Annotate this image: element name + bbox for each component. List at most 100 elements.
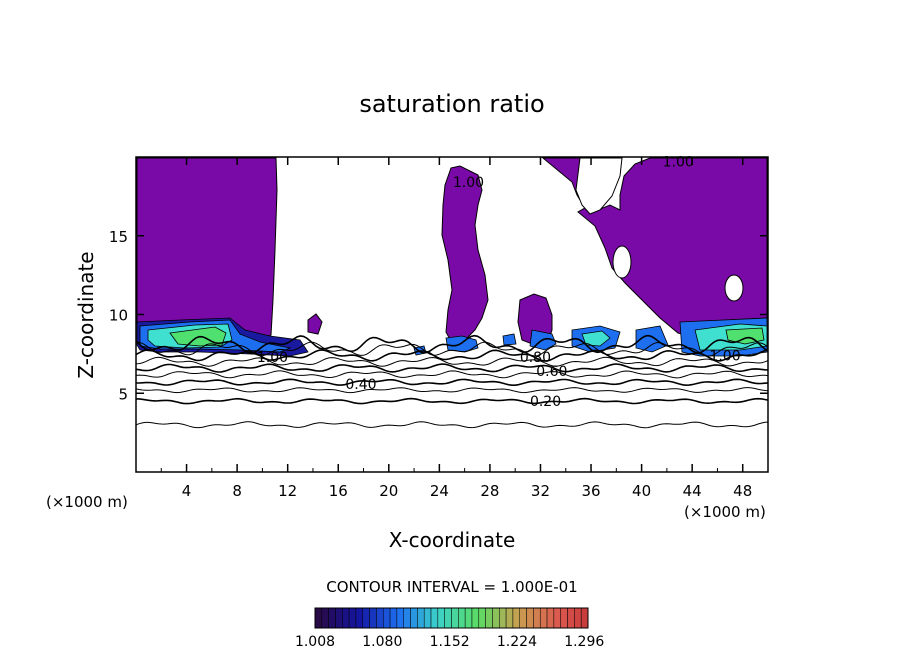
contour-label: 0.60 — [536, 364, 567, 380]
x-tick-label: 44 — [683, 482, 702, 500]
colorbar-swatch — [430, 607, 439, 629]
contour-label: 1.00 — [663, 155, 694, 171]
contour-0-10 — [135, 421, 769, 429]
colorbar-swatch — [539, 607, 548, 629]
colorbar-swatch — [458, 607, 466, 629]
contour-0-30 — [135, 387, 769, 394]
colorbar-swatch — [512, 607, 520, 629]
contour-labels: 1.00 0.800.60 0.40 0.20 1.00 1.00 1.00 — [257, 155, 741, 410]
colorbar-swatch — [423, 607, 432, 629]
patch-mid-1 — [445, 335, 479, 353]
patch-dot-2 — [502, 333, 517, 346]
colorbar-swatch — [574, 607, 582, 629]
colorbar-tick-label: 1.152 — [430, 634, 470, 650]
colorbar-swatch — [533, 607, 541, 629]
colorbar-tick-labels: 1.008 1.080 1.152 1.224 1.296 — [295, 634, 604, 650]
colorbar-swatch — [376, 607, 384, 629]
x-tick-label: 48 — [733, 482, 752, 500]
x-tick-label: 24 — [430, 482, 449, 500]
x-tick-label: 36 — [581, 482, 600, 500]
colorbar-swatch — [471, 607, 480, 629]
colorbar-swatch — [403, 607, 411, 629]
x-unit-left: (×1000 m) — [46, 493, 128, 511]
colorbar-swatch — [464, 607, 473, 629]
colorbar-swatch — [451, 607, 459, 629]
contour-label: 1.00 — [453, 175, 484, 191]
colorbar-frame — [314, 607, 589, 629]
x-tick-label: 20 — [379, 482, 398, 500]
contour-label: 0.20 — [530, 394, 561, 410]
colorbar — [314, 607, 589, 629]
colorbar-swatch — [526, 607, 534, 629]
contour-1-00 — [135, 334, 769, 354]
x-tick-label: 32 — [531, 482, 550, 500]
y-axis-label: Z-coordinate — [74, 251, 98, 378]
contour-lines — [135, 334, 769, 429]
colorbar-swatch — [321, 607, 329, 629]
supersaturation-fill — [136, 157, 768, 357]
contour-label: 0.40 — [345, 377, 376, 393]
colorbar-tick-label: 1.080 — [362, 634, 402, 650]
y-tick-label: 5 — [118, 385, 128, 403]
contour-label: 1.00 — [709, 348, 740, 364]
colorbar-swatch — [335, 607, 343, 629]
contour-interval-label: CONTOUR INTERVAL = 1.000E-01 — [326, 578, 577, 596]
patch-right-blue — [635, 325, 669, 353]
x-tick-label: 8 — [232, 482, 242, 500]
contour-label: 0.80 — [520, 350, 551, 366]
hole-1 — [612, 245, 632, 279]
colorbar-swatch — [492, 607, 500, 629]
colorbar-swatch — [519, 607, 527, 629]
contour-0-40 — [136, 378, 769, 387]
x-unit-right: (×1000 m) — [684, 503, 766, 521]
colorbar-swatch — [553, 607, 561, 629]
x-axis-label: X-coordinate — [389, 528, 516, 552]
contour-0-80 — [135, 349, 769, 362]
contour-label: 1.00 — [257, 350, 288, 366]
x-tick-label: 16 — [329, 482, 348, 500]
colorbar-swatch — [369, 607, 377, 629]
colorbar-swatch — [546, 607, 555, 629]
colorbar-swatch — [314, 607, 323, 629]
colorbar-swatch — [383, 607, 391, 629]
colorbar-swatch — [362, 607, 370, 629]
x-tick-label: 40 — [632, 482, 651, 500]
colorbar-tick-label: 1.008 — [295, 634, 335, 650]
colorbar-swatch — [567, 607, 575, 629]
contour-0-20 — [136, 397, 769, 405]
hole-3 — [575, 157, 623, 215]
purple-region-left — [136, 157, 278, 341]
x-tick-label: 28 — [480, 482, 499, 500]
colorbar-swatch — [342, 607, 350, 629]
colorbar-swatch — [328, 607, 336, 629]
colorbar-swatch — [499, 607, 507, 629]
colorbar-swatch — [580, 607, 589, 629]
y-tick-label: 15 — [109, 228, 128, 246]
x-tick-label: 12 — [278, 482, 297, 500]
hole-2 — [724, 274, 744, 302]
colorbar-tick-label: 1.296 — [564, 634, 604, 650]
colorbar-swatch — [444, 607, 452, 629]
colorbar-swatch — [417, 607, 425, 629]
contour-0-60 — [135, 363, 769, 373]
colorbar-swatch — [478, 607, 486, 629]
colorbar-swatch — [485, 607, 493, 629]
y-tick-label: 10 — [109, 307, 128, 325]
contour-0-70 — [135, 356, 769, 367]
chart-title: saturation ratio — [359, 90, 544, 118]
colorbar-tick-label: 1.224 — [497, 634, 537, 650]
colorbar-swatch — [505, 607, 514, 629]
colorbar-swatch — [348, 607, 357, 629]
contour-0-50 — [135, 370, 769, 379]
purple-region-mid — [441, 165, 489, 344]
x-tick-label: 4 — [182, 482, 192, 500]
colorbar-swatch — [389, 607, 398, 629]
colorbar-swatch — [396, 607, 404, 629]
colorbar-swatch — [560, 607, 568, 629]
colorbar-swatch — [410, 607, 418, 629]
colorbar-swatch — [437, 607, 445, 629]
purple-region-small — [307, 313, 323, 335]
colorbar-swatch — [355, 607, 364, 629]
